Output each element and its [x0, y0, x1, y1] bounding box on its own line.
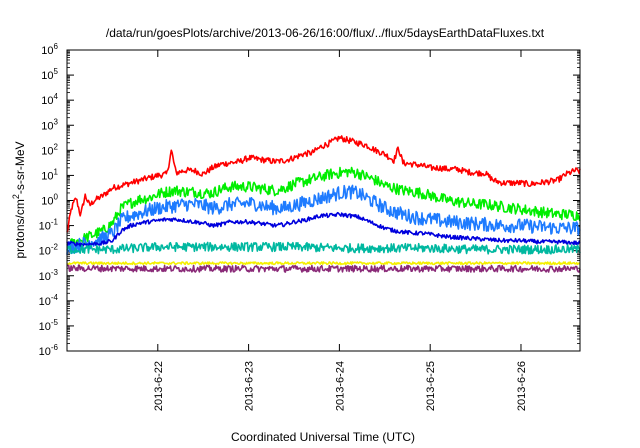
x-tick-label: 2013-6-23	[244, 361, 256, 411]
y-tick-exponent: 4	[54, 92, 59, 101]
y-tick-label: 104	[41, 92, 58, 107]
y-tick-label: 100	[41, 193, 58, 208]
y-tick-base: 10	[39, 221, 51, 233]
y-tick-base: 10	[39, 271, 51, 283]
x-axis-label: Coordinated Universal Time (UTC)	[231, 430, 415, 444]
y-tick-exponent: 6	[54, 42, 59, 51]
y-tick-label: 10-6	[39, 343, 59, 358]
y-tick-label: 10-2	[39, 243, 59, 258]
y-tick-label: 10-3	[39, 268, 59, 283]
y-tick-base: 10	[41, 170, 53, 182]
y-tick-exponent: 5	[54, 67, 59, 76]
y-tick-label: 106	[41, 42, 58, 57]
y-tick-exponent: 3	[54, 117, 59, 126]
series-line-3	[66, 211, 581, 247]
y-tick-label: 105	[41, 67, 58, 82]
series-line-4	[66, 241, 581, 255]
y-tick-exponent: -6	[51, 343, 59, 352]
y-tick-exponent: -5	[51, 318, 59, 327]
y-axis-ticks: 10-610-510-410-310-210-11001011021031041…	[39, 42, 580, 358]
y-tick-base: 10	[41, 120, 53, 132]
y-tick-label: 102	[41, 142, 58, 157]
y-tick-base: 10	[41, 95, 53, 107]
x-tick-label: 2013-6-26	[516, 361, 528, 411]
x-tick-label: 2013-6-22	[153, 361, 165, 411]
plot-frame	[66, 49, 581, 352]
y-tick-label: 10-1	[39, 218, 59, 233]
series-line-6	[66, 264, 581, 273]
y-tick-base: 10	[41, 196, 53, 208]
y-tick-exponent: 2	[54, 142, 59, 151]
series-layer	[66, 135, 581, 273]
y-tick-exponent: -2	[51, 243, 59, 252]
y-tick-base: 10	[41, 45, 53, 57]
series-line-5	[66, 261, 581, 266]
y-tick-base: 10	[39, 246, 51, 258]
x-tick-label: 2013-6-24	[334, 361, 346, 411]
y-tick-exponent: -4	[51, 293, 59, 302]
y-tick-base: 10	[39, 321, 51, 333]
y-tick-exponent: -3	[51, 268, 59, 277]
y-tick-exponent: 1	[54, 167, 59, 176]
y-axis-label: protons/cm2-s-sr-MeV	[11, 141, 27, 258]
y-tick-exponent: 0	[54, 193, 59, 202]
y-tick-base: 10	[41, 70, 53, 82]
y-tick-label: 10-4	[39, 293, 59, 308]
chart-title: /data/run/goesPlots/archive/2013-06-26/1…	[106, 26, 545, 40]
series-line-0	[66, 135, 581, 233]
series-line-2	[66, 184, 581, 255]
x-axis-ticks: 2013-6-22 2013-6-23 2013-6-24 2013-6-25 2013…	[153, 50, 528, 411]
y-tick-label: 10-5	[39, 318, 59, 333]
y-tick-exponent: -1	[51, 218, 59, 227]
y-tick-base: 10	[41, 145, 53, 157]
y-tick-base: 10	[39, 346, 51, 358]
y-tick-label: 101	[41, 167, 58, 182]
x-tick-label: 2013-6-25	[425, 361, 437, 411]
y-tick-base: 10	[39, 296, 51, 308]
series-line-1	[66, 166, 581, 250]
y-tick-label: 103	[41, 117, 58, 132]
